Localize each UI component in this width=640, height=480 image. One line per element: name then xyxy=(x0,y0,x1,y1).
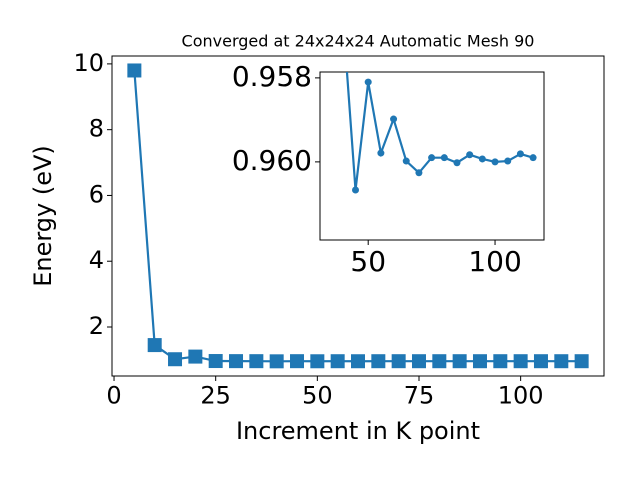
y-tick-label: 2 xyxy=(89,312,104,340)
x-tick-label: 0 xyxy=(106,381,121,409)
y-tick-label: 10 xyxy=(73,49,104,77)
y-tick-label: 4 xyxy=(89,246,104,274)
point xyxy=(147,338,162,353)
point xyxy=(188,349,203,364)
point xyxy=(574,354,589,369)
point xyxy=(529,154,537,162)
y-axis-label: Energy (eV) xyxy=(29,145,57,287)
x-tick-label: 50 xyxy=(302,381,333,409)
point xyxy=(453,159,461,167)
point xyxy=(127,63,142,78)
point xyxy=(493,354,508,369)
point xyxy=(269,354,284,369)
point xyxy=(432,354,447,369)
point xyxy=(310,354,325,369)
point xyxy=(491,158,499,166)
point xyxy=(513,354,528,369)
point xyxy=(440,154,448,162)
point xyxy=(402,157,410,165)
point xyxy=(364,78,372,86)
point xyxy=(466,151,474,159)
point xyxy=(533,354,548,369)
x-tick-label: 75 xyxy=(404,381,435,409)
y-tick-label: 0.958 xyxy=(232,60,312,93)
series-line xyxy=(345,72,534,191)
point xyxy=(352,186,360,194)
point xyxy=(229,354,244,369)
x-tick-label: 100 xyxy=(498,381,544,409)
point xyxy=(371,354,386,369)
point xyxy=(377,149,385,157)
plot-area xyxy=(127,63,589,369)
point xyxy=(390,115,398,123)
x-tick-label: 25 xyxy=(200,381,231,409)
point xyxy=(452,354,467,369)
point xyxy=(472,354,487,369)
y-tick-label: 0.960 xyxy=(232,144,312,177)
point xyxy=(504,157,512,165)
point xyxy=(428,154,436,162)
point xyxy=(478,155,486,163)
point xyxy=(351,354,365,369)
x-tick-label: 50 xyxy=(350,245,386,278)
point xyxy=(554,354,569,369)
point xyxy=(168,352,183,367)
point xyxy=(208,354,223,369)
y-tick-label: 6 xyxy=(89,180,104,208)
point xyxy=(516,150,524,158)
plot-area xyxy=(345,72,537,194)
chart-title: Converged at 24x24x24 Automatic Mesh 90 xyxy=(182,32,535,51)
point xyxy=(249,354,264,369)
point xyxy=(330,354,345,369)
point xyxy=(411,354,426,369)
x-axis-label: Increment in K point xyxy=(236,417,480,445)
x-tick-label: 100 xyxy=(468,245,521,278)
point xyxy=(290,354,305,369)
y-tick-label: 8 xyxy=(89,115,104,143)
point xyxy=(415,169,423,177)
point xyxy=(391,354,406,369)
